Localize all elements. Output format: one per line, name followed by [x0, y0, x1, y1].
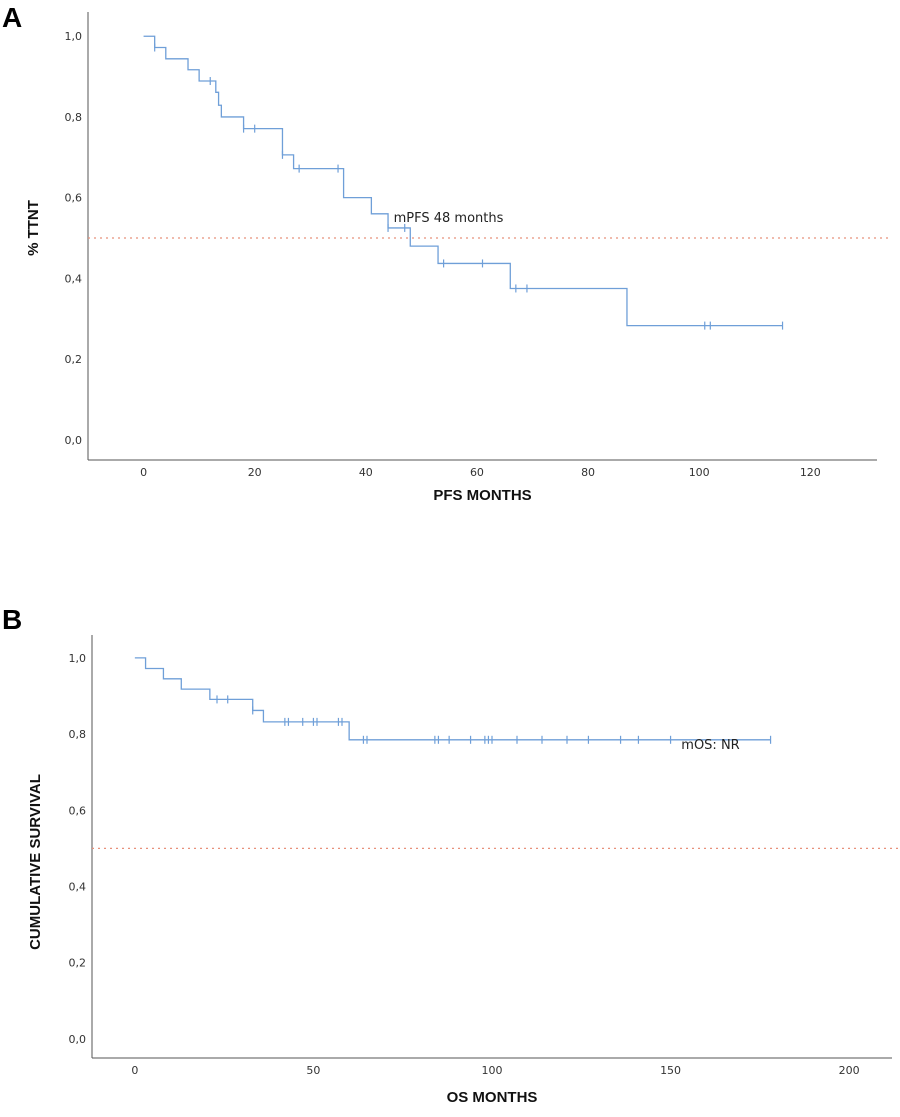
chart-a-y-tick-label: 0,8	[65, 111, 83, 124]
chart-b-y-tick-label: 0,0	[69, 1033, 87, 1046]
chart-b-y-axis-title: CUMULATIVE SURVIVAL	[27, 774, 44, 950]
chart-a-y-tick-label: 1,0	[65, 30, 83, 43]
chart-b-x-tick-label: 200	[839, 1064, 860, 1077]
chart-a-x-tick-label: 120	[800, 466, 821, 479]
chart-b-median-annotation: mOS: NR	[681, 738, 739, 753]
chart-a-y-tick-label: 0,6	[65, 192, 83, 205]
chart-a-y-tick-label: 0,0	[65, 434, 83, 447]
chart-a-x-tick-label: 0	[140, 466, 147, 479]
panel-label-b: B	[2, 604, 23, 635]
chart-a-x-tick-label: 20	[248, 466, 262, 479]
chart-a-y-tick-label: 0,2	[65, 353, 83, 366]
chart-b-survival-curve	[134, 657, 771, 741]
chart-b-y-tick-label: 0,8	[69, 728, 87, 741]
panel-label-a: A	[2, 2, 23, 33]
chart-a-x-tick-label: 40	[359, 466, 373, 479]
chart-b-x-axis-title: OS MONTHS	[447, 1089, 538, 1106]
chart-a-y-tick-label: 0,4	[65, 272, 83, 285]
chart-b-y-tick-label: 0,4	[69, 881, 87, 894]
chart-a-y-axis-title: % TTNT	[25, 200, 42, 256]
chart-a-x-tick-label: 60	[470, 466, 484, 479]
chart-b-y-tick-label: 1,0	[69, 652, 87, 665]
chart-b-x-tick-label: 150	[660, 1064, 681, 1077]
chart-b-y-tick-label: 0,6	[69, 804, 87, 817]
chart-a-x-tick-label: 80	[581, 466, 595, 479]
chart-a-median-annotation: mPFS 48 months	[394, 211, 504, 226]
chart-b-x-tick-label: 0	[131, 1064, 138, 1077]
chart-b-y-tick-label: 0,2	[69, 957, 87, 970]
chart-a-survival-curve	[143, 35, 783, 327]
chart-b-x-tick-label: 100	[482, 1064, 503, 1077]
chart-a-x-axis-title: PFS MONTHS	[433, 487, 531, 504]
chart-a-x-tick-label: 100	[689, 466, 710, 479]
chart-b-x-tick-label: 50	[306, 1064, 320, 1077]
